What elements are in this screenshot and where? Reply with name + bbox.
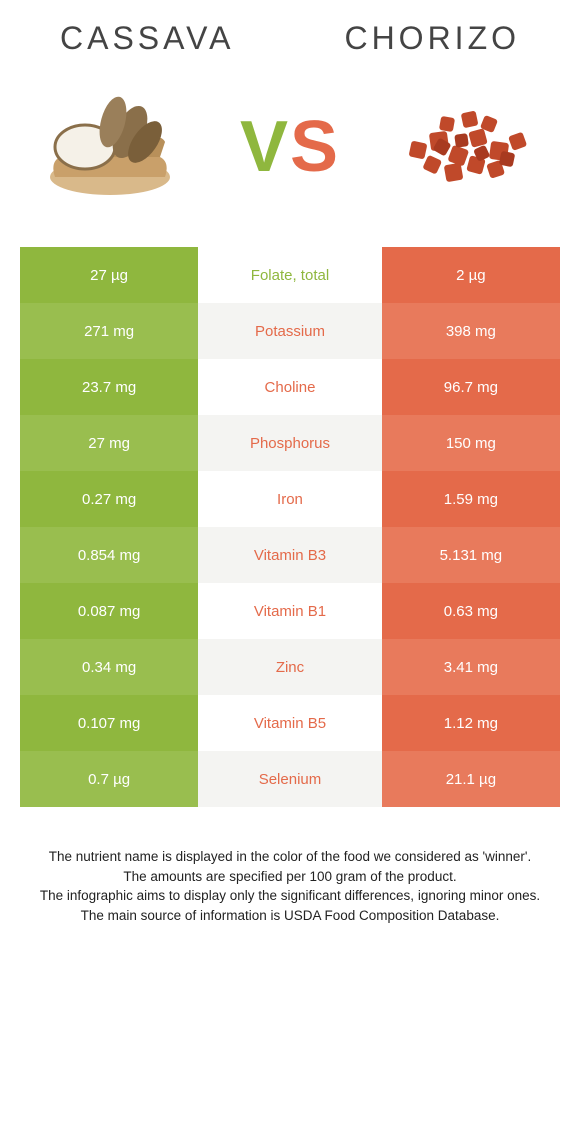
value-left: 0.27 mg bbox=[20, 471, 198, 527]
nutrient-name: Potassium bbox=[198, 303, 382, 359]
table-row: 0.34 mgZinc3.41 mg bbox=[20, 639, 560, 695]
nutrient-name: Iron bbox=[198, 471, 382, 527]
value-right: 5.131 mg bbox=[382, 527, 560, 583]
vs-label: VS bbox=[240, 106, 340, 188]
table-row: 0.27 mgIron1.59 mg bbox=[20, 471, 560, 527]
value-right: 3.41 mg bbox=[382, 639, 560, 695]
food-title-right: CHORIZO bbox=[344, 20, 520, 57]
header: CASSAVA CHORIZO bbox=[0, 0, 580, 67]
value-right: 0.63 mg bbox=[382, 583, 560, 639]
nutrient-name: Phosphorus bbox=[198, 415, 382, 471]
value-right: 398 mg bbox=[382, 303, 560, 359]
value-left: 271 mg bbox=[20, 303, 198, 359]
nutrient-name: Choline bbox=[198, 359, 382, 415]
footer-line: The nutrient name is displayed in the co… bbox=[30, 847, 550, 867]
value-right: 150 mg bbox=[382, 415, 560, 471]
value-left: 0.854 mg bbox=[20, 527, 198, 583]
nutrient-name: Selenium bbox=[198, 751, 382, 807]
value-right: 2 µg bbox=[382, 247, 560, 303]
value-right: 96.7 mg bbox=[382, 359, 560, 415]
value-left: 23.7 mg bbox=[20, 359, 198, 415]
nutrient-name: Vitamin B1 bbox=[198, 583, 382, 639]
value-right: 1.59 mg bbox=[382, 471, 560, 527]
value-left: 0.34 mg bbox=[20, 639, 198, 695]
images-row: VS bbox=[0, 67, 580, 237]
value-left: 0.107 mg bbox=[20, 695, 198, 751]
vs-s-letter: S bbox=[290, 107, 340, 187]
value-left: 0.087 mg bbox=[20, 583, 198, 639]
nutrient-name: Zinc bbox=[198, 639, 382, 695]
footer-notes: The nutrient name is displayed in the co… bbox=[0, 807, 580, 925]
value-left: 27 µg bbox=[20, 247, 198, 303]
value-left: 0.7 µg bbox=[20, 751, 198, 807]
nutrient-table: 27 µgFolate, total2 µg271 mgPotassium398… bbox=[20, 247, 560, 807]
cassava-image bbox=[30, 87, 190, 207]
nutrient-name: Folate, total bbox=[198, 247, 382, 303]
footer-line: The main source of information is USDA F… bbox=[30, 906, 550, 926]
table-row: 271 mgPotassium398 mg bbox=[20, 303, 560, 359]
table-row: 0.087 mgVitamin B10.63 mg bbox=[20, 583, 560, 639]
vs-v-letter: V bbox=[240, 107, 290, 187]
table-row: 0.107 mgVitamin B51.12 mg bbox=[20, 695, 560, 751]
table-row: 0.854 mgVitamin B35.131 mg bbox=[20, 527, 560, 583]
nutrient-name: Vitamin B3 bbox=[198, 527, 382, 583]
food-title-left: CASSAVA bbox=[60, 20, 234, 57]
nutrient-name: Vitamin B5 bbox=[198, 695, 382, 751]
table-row: 27 mgPhosphorus150 mg bbox=[20, 415, 560, 471]
value-right: 21.1 µg bbox=[382, 751, 560, 807]
table-row: 27 µgFolate, total2 µg bbox=[20, 247, 560, 303]
chorizo-image bbox=[390, 87, 550, 207]
value-left: 27 mg bbox=[20, 415, 198, 471]
table-row: 23.7 mgCholine96.7 mg bbox=[20, 359, 560, 415]
value-right: 1.12 mg bbox=[382, 695, 560, 751]
footer-line: The amounts are specified per 100 gram o… bbox=[30, 867, 550, 887]
footer-line: The infographic aims to display only the… bbox=[30, 886, 550, 906]
table-row: 0.7 µgSelenium21.1 µg bbox=[20, 751, 560, 807]
